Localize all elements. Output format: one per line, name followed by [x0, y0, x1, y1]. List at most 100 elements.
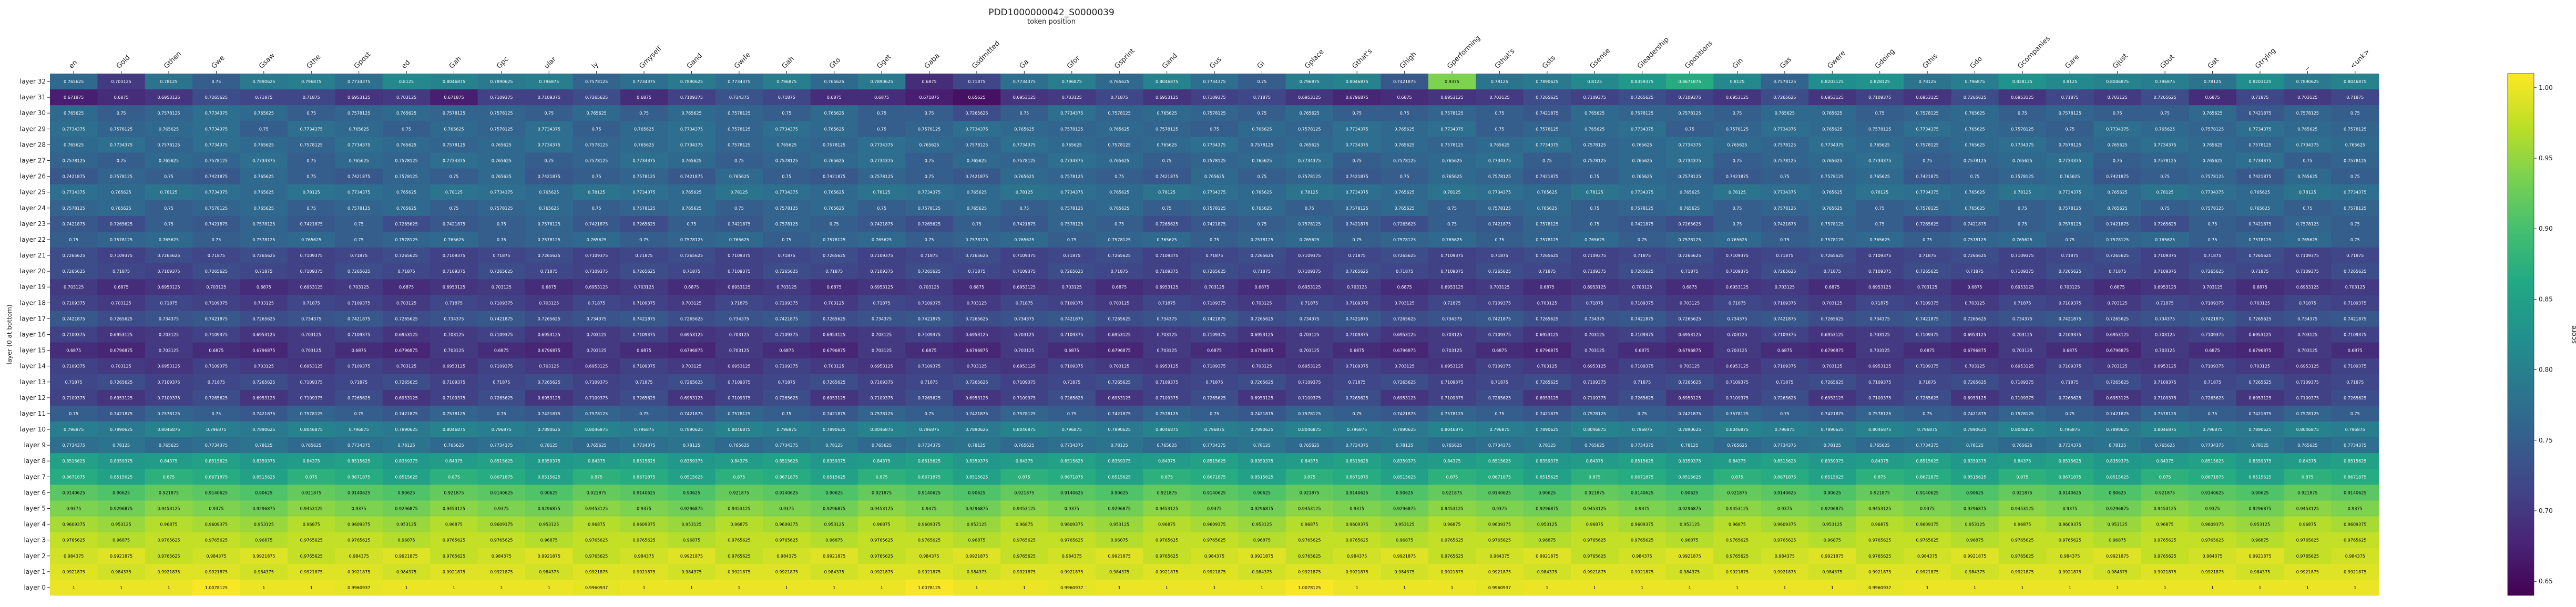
heatmap-cell — [192, 405, 241, 422]
heatmap-cell — [382, 263, 431, 280]
cell-value-label: 0.71875 — [778, 95, 795, 100]
cell-value-label: 0.71875 — [398, 269, 415, 274]
heatmap-cell — [1761, 137, 1809, 153]
heatmap-cell — [145, 548, 193, 564]
heatmap-cell — [288, 374, 335, 390]
cell-value-label: 0.7109375 — [1583, 269, 1606, 274]
heatmap-cell — [715, 231, 763, 248]
heatmap-cell — [620, 168, 668, 185]
cell-value-label: 0.796875 — [1062, 427, 1082, 432]
heatmap-cell — [905, 374, 954, 390]
cell-value-label: 0.7265625 — [2106, 253, 2129, 258]
cell-value-label: 0.96875 — [730, 522, 748, 527]
heatmap-cell — [2141, 231, 2189, 248]
heatmap-cell — [1095, 168, 1143, 185]
x-tick-label: Gus — [1208, 55, 1223, 70]
cell-value-label: 0.765625 — [64, 142, 84, 147]
cell-value-label: 0.7734375 — [1773, 190, 1796, 195]
heatmap-cell — [1000, 279, 1049, 295]
heatmap-cell — [1238, 295, 1286, 311]
heatmap-cell — [1713, 374, 1762, 390]
cell-value-label: 0.7578125 — [1773, 142, 1796, 147]
heatmap-cell — [668, 342, 716, 359]
cell-value-label: 0.9765625 — [2296, 554, 2319, 559]
cell-value-label: 0.7578125 — [1298, 411, 1321, 416]
cell-value-label: 0.9921875 — [1060, 570, 1083, 574]
cell-value-label: 0.7578125 — [1536, 222, 1558, 227]
cell-value-label: 0.8359375 — [1108, 459, 1131, 464]
cell-value-label: 0.796875 — [64, 427, 84, 432]
heatmap-cell — [2093, 295, 2142, 311]
cell-value-label: 0.765625 — [2155, 238, 2175, 242]
cell-value-label: 0.7109375 — [1631, 364, 1653, 369]
heatmap-cell — [1476, 532, 1524, 549]
heatmap-cell — [1333, 200, 1381, 217]
cell-value-label: 0.75 — [1638, 411, 1647, 416]
heatmap-cell — [288, 121, 335, 137]
heatmap-cell — [1428, 248, 1476, 264]
heatmap-cell — [525, 405, 573, 422]
cell-value-label: 0.703125 — [1489, 285, 1509, 290]
heatmap-cell — [1523, 469, 1571, 485]
heatmap-cell — [953, 215, 1001, 232]
heatmap-cell — [2189, 279, 2237, 295]
heatmap-cell — [573, 137, 621, 153]
heatmap-cell — [1190, 485, 1239, 501]
cell-value-label: 0.7734375 — [205, 127, 228, 131]
heatmap-cell — [763, 374, 811, 390]
cell-value-label: 0.7734375 — [1203, 79, 1225, 84]
heatmap-cell — [857, 74, 906, 90]
cell-value-label: 0.78125 — [398, 443, 415, 448]
cell-value-label: 1.0078125 — [1298, 585, 1321, 590]
heatmap-cell — [2141, 358, 2189, 375]
cell-value-label: 0.8046875 — [443, 427, 465, 432]
heatmap-cell — [905, 485, 954, 501]
cell-value-label: 0.7109375 — [443, 253, 465, 258]
heatmap-cell — [1428, 105, 1476, 121]
heatmap-cell — [1713, 279, 1762, 295]
cell-value-label: 0.7421875 — [347, 174, 370, 179]
cell-value-label: 0.71875 — [65, 380, 83, 385]
cell-value-label: 0.7265625 — [395, 222, 417, 227]
heatmap-cell — [1713, 248, 1762, 264]
x-tick-label: Gaba — [923, 52, 942, 70]
cell-value-label: 0.7578125 — [1251, 142, 1273, 147]
cell-value-label: 0.8515625 — [2106, 475, 2129, 479]
heatmap-cell — [763, 485, 811, 501]
heatmap-cell — [145, 263, 193, 280]
heatmap-cell — [525, 500, 573, 517]
cell-value-label: 0.75 — [1352, 159, 1362, 163]
heatmap-cell — [1998, 342, 2047, 359]
cell-value-label: 0.6953125 — [1726, 285, 1749, 290]
cell-value-label: 0.7578125 — [1298, 174, 1321, 179]
cell-value-label: 0.6875 — [2110, 285, 2125, 290]
heatmap-cell — [1381, 168, 1429, 185]
heatmap-cell — [2236, 485, 2284, 501]
cell-value-label: 0.8515625 — [1251, 475, 1273, 479]
cell-value-label: 0.78125 — [2109, 443, 2126, 448]
heatmap-cell — [1333, 453, 1381, 469]
cell-value-label: 0.796875 — [301, 79, 321, 84]
heatmap-cell — [763, 231, 811, 248]
heatmap-cell — [620, 453, 668, 469]
cell-value-label: 0.703125 — [1680, 301, 1700, 305]
cell-value-label: 0.9765625 — [871, 538, 893, 543]
cell-value-label: 0.7578125 — [775, 206, 798, 211]
cell-value-label: 0.7734375 — [490, 443, 513, 448]
heatmap-cell — [1476, 405, 1524, 422]
cell-value-label: 0.921875 — [159, 490, 179, 495]
cell-value-label: 0.796875 — [1300, 79, 1320, 84]
heatmap-cell — [1998, 437, 2047, 454]
cell-value-label: 0.7578125 — [1631, 206, 1653, 211]
heatmap-cell — [1713, 500, 1762, 517]
cell-value-label: 0.7109375 — [63, 301, 85, 305]
cell-value-label: 0.8515625 — [252, 475, 275, 479]
heatmap-cell — [2046, 358, 2094, 375]
cell-value-label: 0.9921875 — [775, 570, 798, 574]
cell-value-label: 0.96875 — [873, 522, 891, 527]
heatmap-cell — [1618, 358, 1667, 375]
cell-value-label: 0.703125 — [159, 348, 179, 353]
cell-value-label: 0.71875 — [1919, 380, 1936, 385]
cell-value-label: 0.734375 — [301, 316, 321, 321]
cell-value-label: 0.75 — [877, 111, 886, 116]
